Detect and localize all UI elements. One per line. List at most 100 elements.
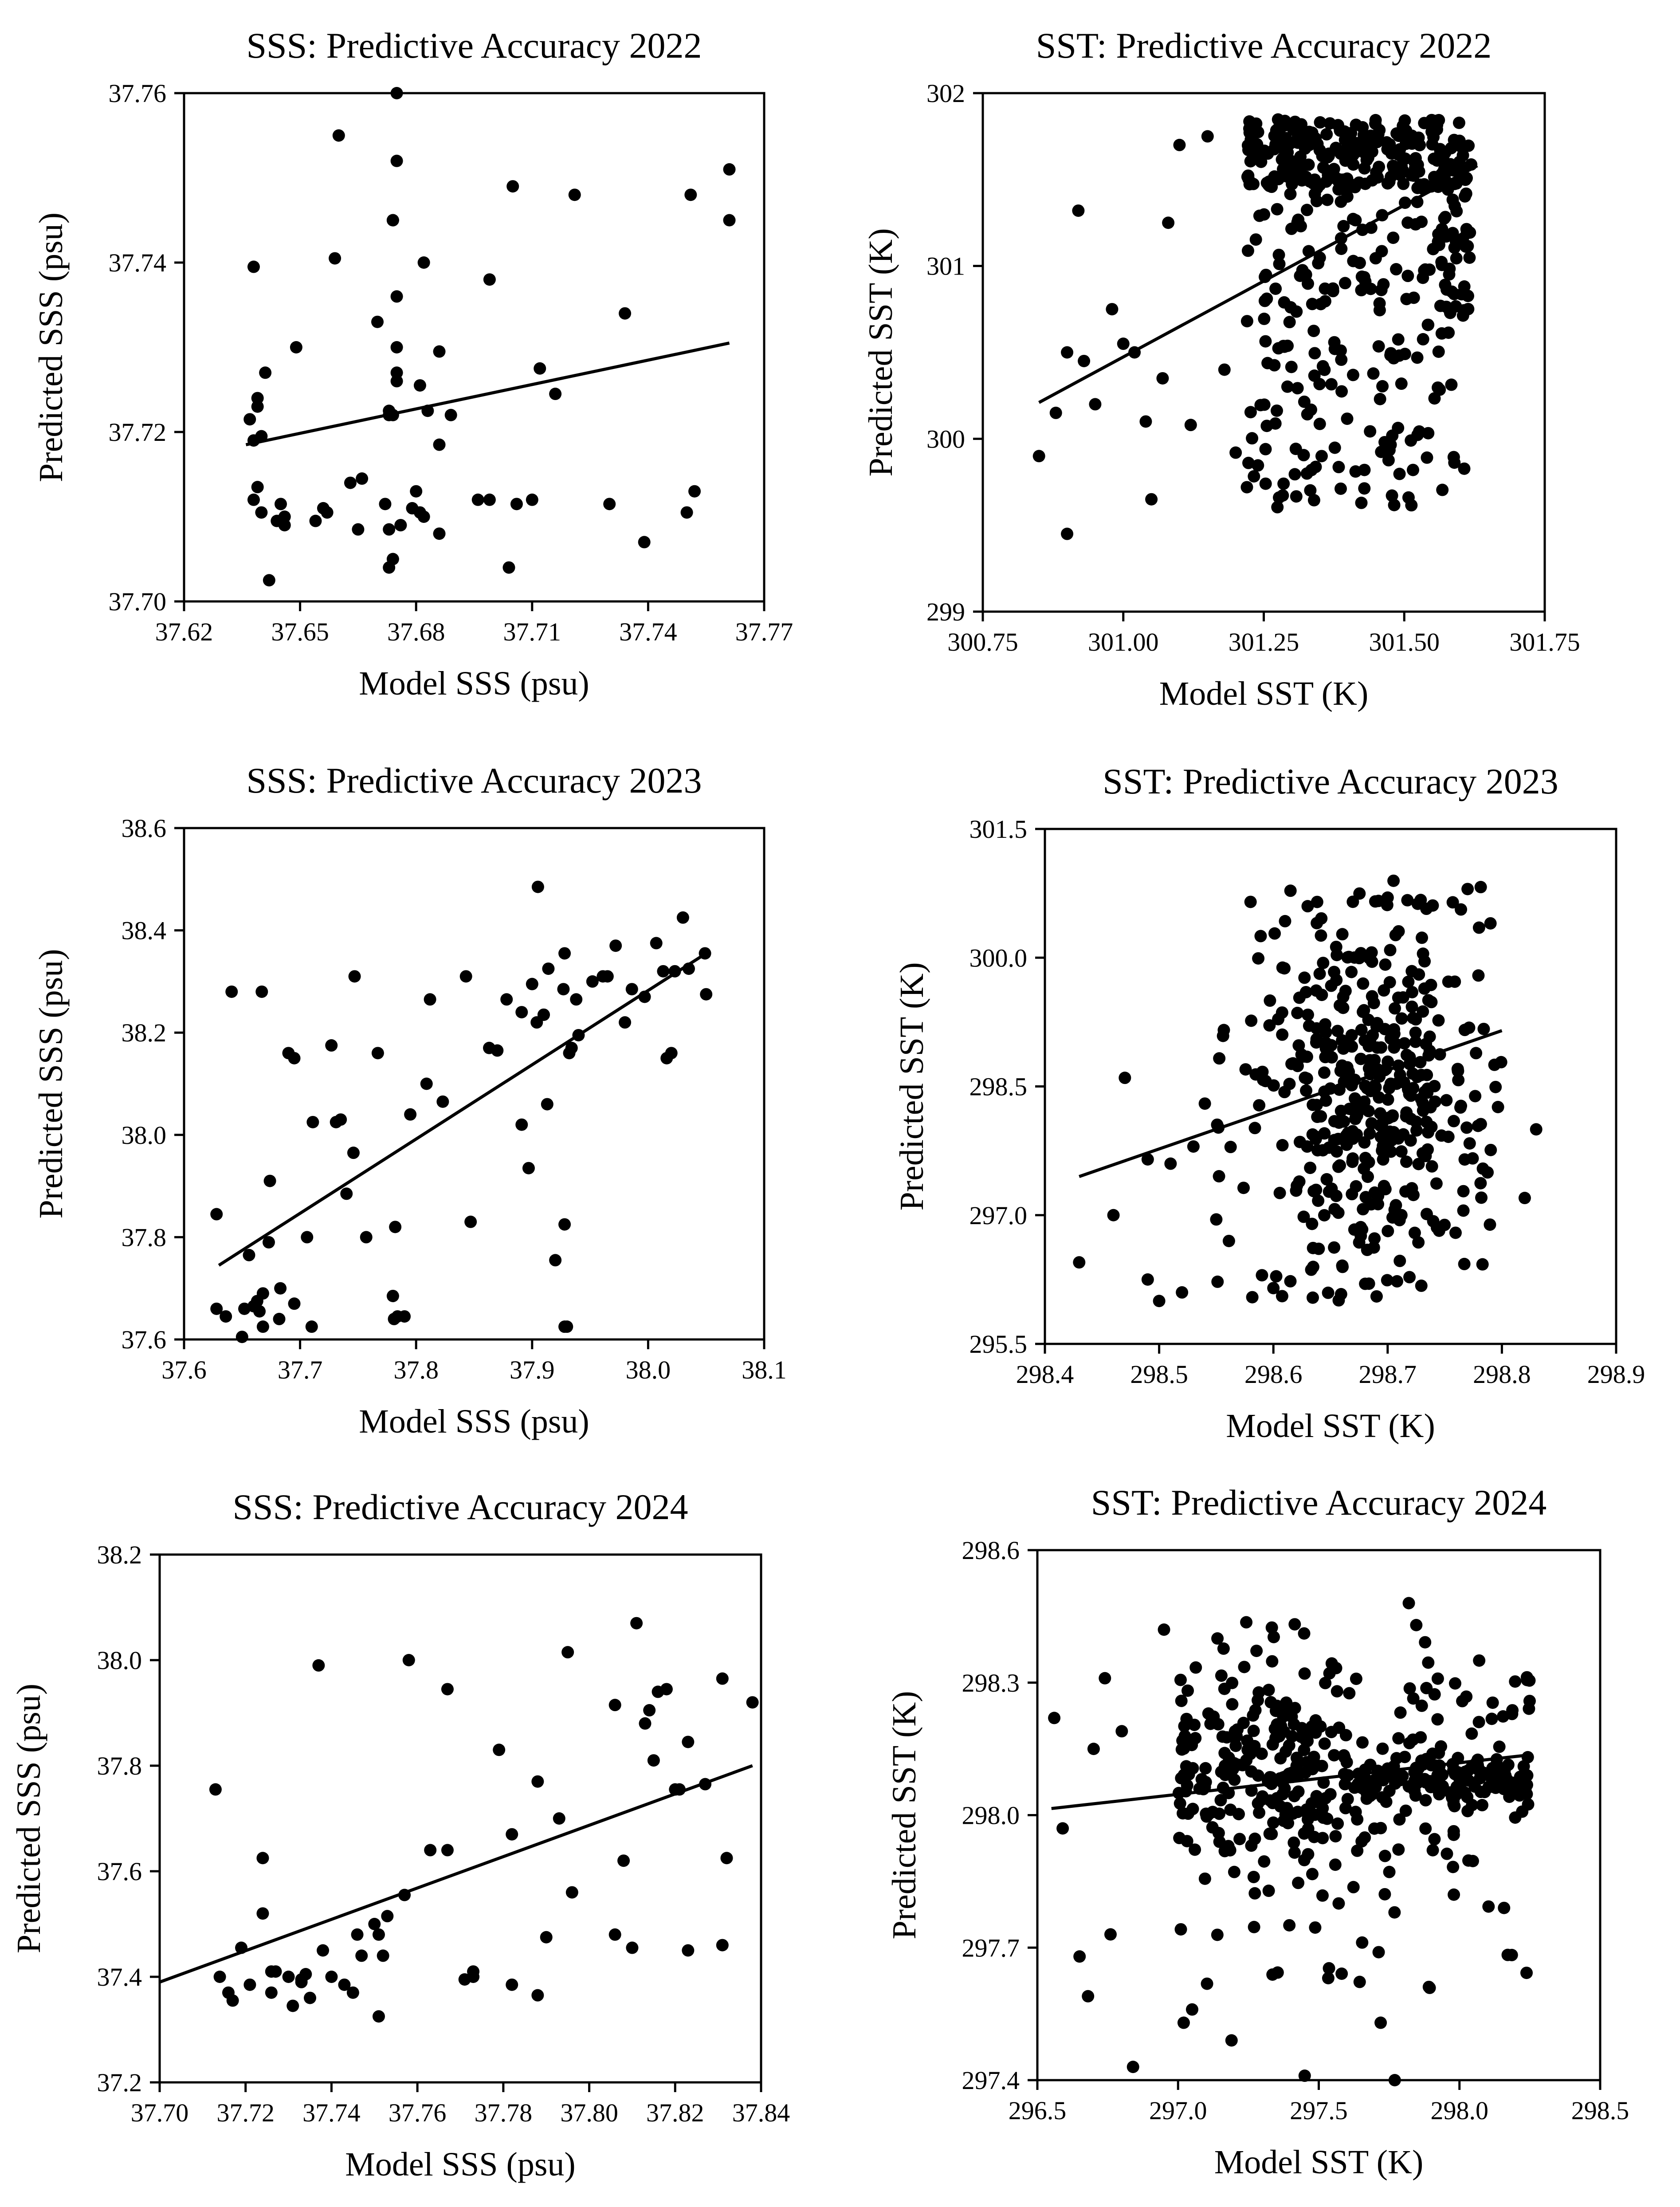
data-point <box>1280 170 1293 183</box>
data-point <box>1267 1282 1280 1295</box>
data-point <box>1248 1122 1261 1135</box>
data-point <box>390 375 403 388</box>
data-point <box>1418 178 1431 191</box>
data-point <box>410 485 423 498</box>
data-point <box>1409 1789 1422 1802</box>
data-point <box>1346 1188 1358 1201</box>
data-point <box>1482 1900 1495 1913</box>
y-tick-label: 38.6 <box>122 814 167 843</box>
data-point <box>1366 990 1378 1003</box>
data-point <box>1288 468 1301 481</box>
data-point <box>1466 1799 1479 1811</box>
data-point <box>1233 1833 1246 1846</box>
data-point <box>1470 1047 1483 1060</box>
data-point <box>1115 1725 1128 1738</box>
data-point <box>1213 1170 1225 1183</box>
plot-frame <box>183 92 765 603</box>
data-point <box>1231 1723 1244 1736</box>
data-point <box>1393 349 1405 362</box>
data-point <box>1199 1762 1212 1775</box>
data-point <box>1395 1012 1408 1025</box>
data-point <box>1265 1827 1278 1840</box>
data-point <box>1273 258 1286 271</box>
data-point <box>295 1975 308 1988</box>
data-point <box>1226 1698 1239 1711</box>
data-point <box>1401 216 1414 229</box>
data-point <box>1446 896 1459 909</box>
data-point <box>355 1949 368 1962</box>
data-point <box>1523 1695 1536 1708</box>
x-tick-label: 38.0 <box>626 1355 671 1384</box>
data-point <box>1320 128 1333 141</box>
data-point <box>1405 434 1417 447</box>
data-point <box>1448 1677 1461 1690</box>
y-tick-label: 297.0 <box>970 1201 1028 1230</box>
data-point <box>317 1944 330 1957</box>
data-point <box>1379 958 1392 971</box>
x-tick-label: 301.00 <box>1088 628 1159 656</box>
data-point <box>1284 301 1297 314</box>
data-point <box>1438 212 1451 225</box>
data-point <box>1385 147 1398 160</box>
data-point <box>1241 1744 1254 1756</box>
data-point <box>1224 1141 1237 1154</box>
data-point <box>1492 1100 1504 1113</box>
data-point <box>1285 160 1298 173</box>
data-point <box>1431 1713 1444 1726</box>
data-point <box>1330 940 1342 953</box>
data-point <box>1342 1127 1354 1139</box>
data-point <box>1272 248 1285 261</box>
data-point <box>1463 1137 1476 1150</box>
data-point <box>1073 1950 1086 1963</box>
data-point <box>1337 173 1350 186</box>
data-point <box>1405 1000 1418 1013</box>
data-point <box>1365 1198 1378 1211</box>
data-point <box>383 561 396 574</box>
data-point <box>1321 193 1334 206</box>
data-point <box>1472 921 1485 934</box>
data-point <box>1396 1770 1409 1783</box>
data-point <box>1174 1923 1187 1936</box>
data-point <box>1384 1077 1397 1090</box>
data-point <box>1394 1706 1407 1719</box>
data-point <box>1308 347 1321 360</box>
data-point <box>1275 1720 1287 1732</box>
y-tick-label: 295.5 <box>970 1330 1028 1359</box>
data-point <box>1228 1865 1240 1878</box>
data-point <box>1254 930 1267 942</box>
data-point <box>1313 417 1326 430</box>
data-point <box>1387 874 1400 887</box>
chart-title: SST: Predictive Accuracy 2024 <box>1091 1482 1547 1523</box>
data-point <box>1464 226 1476 239</box>
data-point <box>271 514 283 527</box>
data-point <box>1287 1807 1299 1820</box>
data-point <box>1106 303 1119 316</box>
data-point <box>1211 1632 1224 1645</box>
data-point <box>502 561 515 574</box>
data-point <box>305 1320 318 1333</box>
data-point <box>1358 1004 1370 1017</box>
data-point <box>1300 204 1313 216</box>
data-point <box>1315 1110 1327 1123</box>
data-point <box>243 1249 255 1261</box>
data-point <box>534 362 546 375</box>
x-axis-label: Model SSS (psu) <box>359 665 589 702</box>
data-point <box>1474 881 1487 894</box>
x-tick-label: 37.9 <box>510 1355 555 1384</box>
data-point <box>1530 1123 1543 1136</box>
data-point <box>1417 333 1429 346</box>
chart-sst-2023: SST: Predictive Accuracy 2023 298.4 298.5 2… <box>893 761 1645 1445</box>
data-point <box>1423 1030 1436 1043</box>
data-point <box>377 1949 389 1962</box>
data-point <box>1318 363 1331 376</box>
data-point <box>1176 1734 1189 1747</box>
data-point <box>1249 1068 1262 1081</box>
data-point <box>386 1289 399 1302</box>
data-point <box>1484 917 1497 930</box>
data-point <box>287 1999 299 2012</box>
x-tick-label: 301.25 <box>1229 628 1299 656</box>
data-point <box>657 965 670 978</box>
data-point <box>541 1098 553 1111</box>
data-point <box>1301 900 1314 913</box>
data-point <box>1213 1052 1226 1065</box>
